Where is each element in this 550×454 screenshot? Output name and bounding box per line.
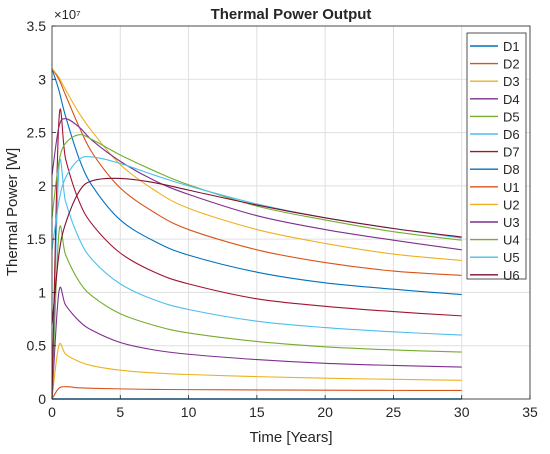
y-tick-label: 1 (38, 284, 46, 300)
plot-area (52, 26, 530, 399)
legend: D1 D2 D3 D4 D5 D6 D7 D8 U1 U2 U3 U4 U5 U6 (466, 32, 527, 283)
y-tick-label: 0.5 (27, 338, 47, 354)
legend-label-u3: U3 (503, 215, 520, 230)
x-tick-label: 15 (249, 404, 265, 420)
legend-label-d6: D6 (503, 127, 520, 142)
series-line-d2 (51, 386, 462, 400)
legend-label-d7: D7 (503, 145, 520, 160)
y-tick-label: 3.5 (27, 18, 47, 34)
legend-items: D1 D2 D3 D4 D5 D6 D7 D8 U1 U2 U3 U4 U5 U6 (470, 39, 520, 283)
series-line-u2 (51, 68, 462, 262)
plot-frame (51, 25, 531, 400)
y-tick-label: 3 (38, 71, 46, 87)
y-tick-label: 2 (38, 178, 46, 194)
y-tick-label: 1.5 (27, 231, 47, 247)
ticks: 0 5 10 15 20 25 30 35 0 0.5 1 1.5 2 2.5 3 3.5 (27, 18, 538, 420)
legend-label-u5: U5 (503, 250, 520, 265)
series-line-u6 (51, 177, 462, 325)
x-tick-label: 20 (317, 404, 333, 420)
legend-label-d1: D1 (503, 39, 520, 54)
x-tick-label: 25 (386, 404, 402, 420)
series-line-d8 (51, 68, 462, 296)
x-axis-label: Time [Years] (249, 429, 332, 446)
legend-label-d8: D8 (503, 162, 520, 177)
legend-label-u2: U2 (503, 197, 520, 212)
y-axis-exponent: ×10⁷ (54, 7, 81, 22)
legend-label-u6: U6 (503, 268, 520, 283)
x-tick-label: 35 (522, 404, 538, 420)
series-line-d5 (51, 225, 462, 400)
series-line-d7 (51, 108, 462, 400)
series-line-d3 (51, 342, 462, 400)
legend-label-d4: D4 (503, 92, 520, 107)
x-tick-label: 0 (48, 404, 56, 420)
legend-label-d5: D5 (503, 109, 520, 124)
series-line-u4 (51, 134, 462, 241)
series-line-u3 (51, 118, 462, 251)
legend-label-d2: D2 (503, 57, 520, 72)
legend-box (466, 32, 527, 280)
x-tick-label: 5 (116, 404, 124, 420)
series-layer (51, 68, 462, 400)
legend-label-u1: U1 (503, 180, 520, 195)
x-tick-label: 10 (181, 404, 197, 420)
y-tick-label: 2.5 (27, 125, 47, 141)
series-line-d6 (51, 158, 462, 400)
x-tick-label: 30 (454, 404, 470, 420)
y-axis-label: Thermal Power [W] (4, 148, 21, 276)
chart-title: Thermal Power Output (211, 6, 372, 23)
y-tick-label: 0 (38, 391, 46, 407)
legend-label-u4: U4 (503, 233, 520, 248)
series-line-u1 (51, 68, 462, 276)
series-line-d4 (51, 286, 462, 400)
legend-label-d3: D3 (503, 74, 520, 89)
